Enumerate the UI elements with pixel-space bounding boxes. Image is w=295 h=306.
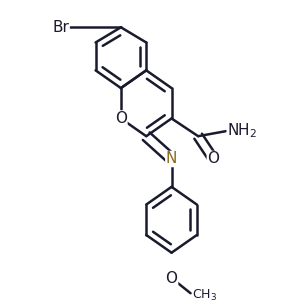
Text: O: O <box>115 111 127 126</box>
Text: O: O <box>165 271 178 285</box>
Text: O: O <box>207 151 219 166</box>
Text: N: N <box>166 151 177 166</box>
Text: NH$_2$: NH$_2$ <box>227 122 258 140</box>
Text: CH$_3$: CH$_3$ <box>192 288 217 303</box>
Text: Br: Br <box>52 20 69 35</box>
